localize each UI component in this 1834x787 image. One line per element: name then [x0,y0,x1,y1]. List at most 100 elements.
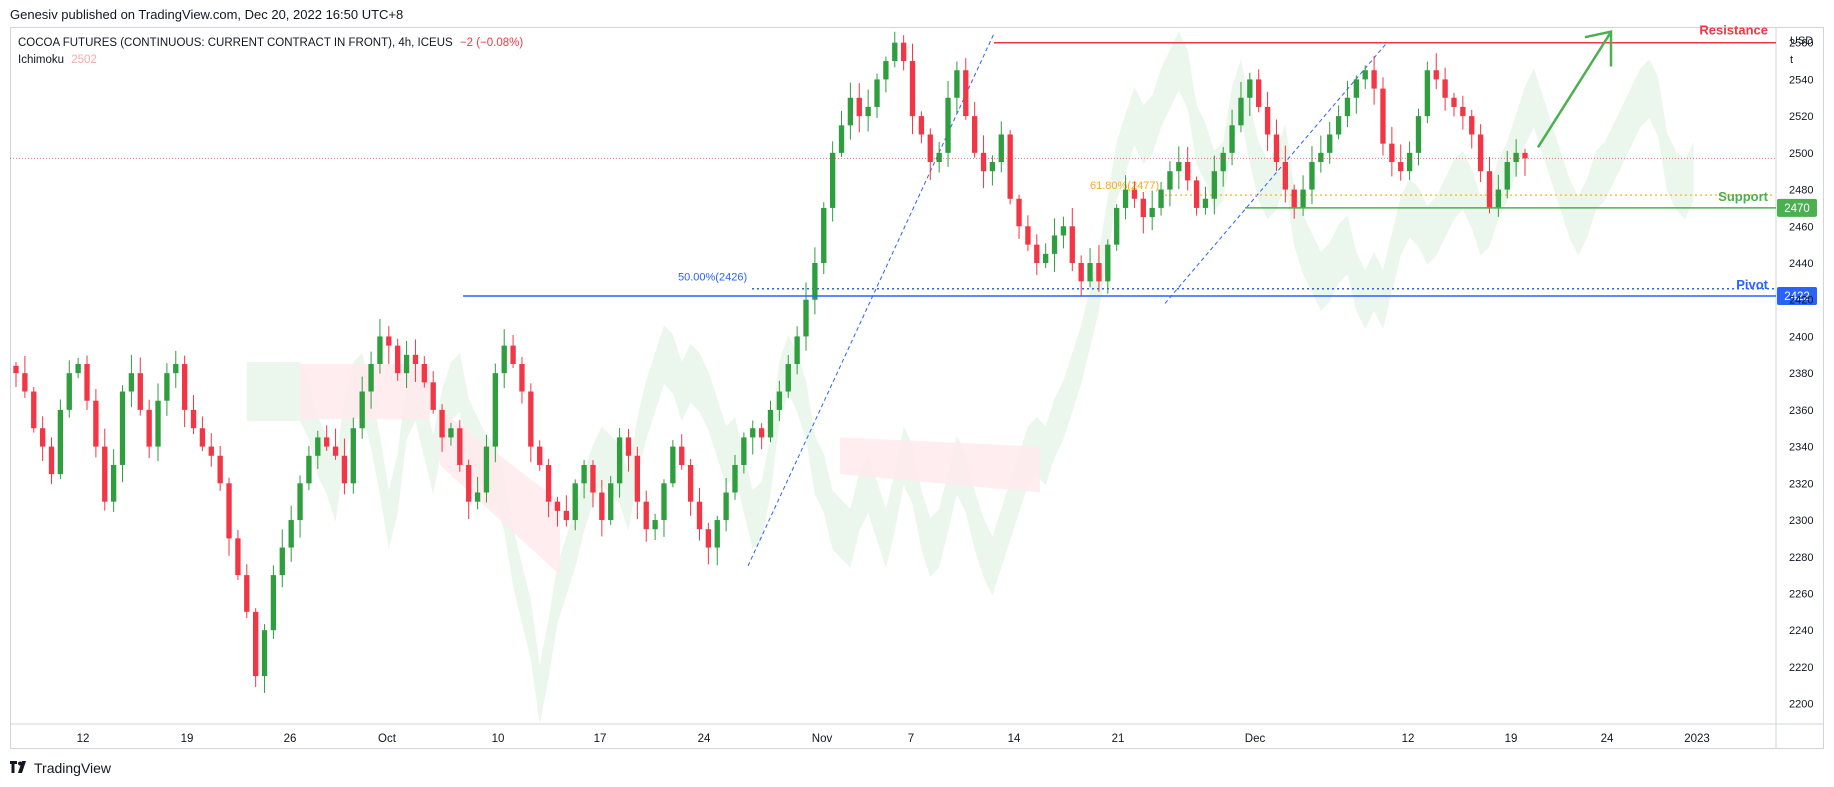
time-axis: 12 19 26 Oct 10 17 24 Nov 7 14 21 Dec 12 19 24 2023 [77,733,1710,745]
levels: Resistance Support 2470 Pivot 2422 [10,23,1817,306]
candle-body [1096,263,1102,282]
footer-brand[interactable]: TradingView [10,760,111,776]
price-tick-label: 2340 [1789,442,1813,454]
candle-body [1460,106,1466,117]
candle [439,404,445,452]
candle-body [1051,235,1058,254]
pivot-price-badge-label: 2422 [1784,291,1810,303]
candle-body [261,630,268,677]
indicator-name[interactable]: Ichimoku [18,54,65,66]
candle [288,505,294,562]
time-tick-label: 2023 [1684,733,1710,745]
candle-body [31,391,37,429]
candle-body [1504,162,1510,190]
price-tick-label: 2420 [1789,295,1813,307]
candle-body [1513,152,1519,163]
time-tick-label: 26 [284,733,297,745]
candle [1495,174,1502,217]
candle-body [1406,152,1413,172]
candle [1158,181,1164,216]
candle-body [279,547,285,576]
candle-body [474,492,481,502]
candle [164,363,170,416]
candle-body [119,391,126,465]
candle-body [581,464,587,484]
candle [599,480,605,537]
candle [1442,67,1448,111]
candle-body [483,446,490,493]
candle [31,387,37,433]
candle [971,101,978,158]
candle-body [829,152,836,208]
candle-body [235,538,241,576]
candle-body [803,299,809,337]
candle [1451,92,1457,117]
candle-body [173,363,179,374]
fib-50-label: 50.00%(2426) [678,272,747,284]
candle [741,432,747,474]
candle [155,383,161,462]
candle-body [865,106,871,117]
candle [39,416,46,462]
candle-body [270,575,277,631]
candle [226,477,232,556]
candle-body [1122,189,1129,208]
symbol-title[interactable]: COCOA FUTURES (CONTINUOUS: CURRENT CONTR… [18,37,453,49]
candle-body [1344,97,1351,117]
candle [368,351,374,409]
candle [279,529,285,588]
candle [217,445,223,491]
candle [998,121,1004,173]
candle [1131,181,1138,208]
candle-body [1060,226,1067,236]
candle-body [980,152,987,172]
candle [581,459,587,499]
candle-body [545,464,552,502]
candle [1469,109,1475,149]
candle [1167,161,1173,207]
candle [66,360,72,418]
candle-body [1007,134,1013,199]
candle-body [785,363,791,392]
candle-body [1016,198,1022,227]
candle [767,400,774,443]
candle-body [927,134,933,163]
candle [448,422,454,446]
candle [687,459,694,516]
price-axis: 2200 2220 2240 2260 2280 2300 2320 2340 2360 2380… [1789,35,1813,711]
candle-body [75,363,81,374]
time-tick-label: Nov [812,733,833,745]
candle [1220,147,1226,187]
candle-body [1282,162,1288,190]
candle [1176,146,1182,190]
candle [616,428,623,498]
candle-body [439,409,445,438]
candle-body [1034,244,1040,264]
candle [1309,146,1315,205]
candle-body [705,529,712,548]
candle [838,110,845,157]
candle-body [1078,263,1084,282]
candle [1256,69,1262,113]
candle-body [1220,152,1226,172]
candle-body [421,363,427,383]
candle-body [971,116,978,153]
candle-body [128,373,135,392]
candle-body [1158,189,1164,208]
candle [714,515,720,566]
candle [430,371,436,414]
candle-body [741,437,747,465]
candle [732,454,738,500]
candle-body [572,483,578,521]
candle [1327,121,1333,164]
chart-frame[interactable] [10,27,1824,749]
price-tick-label: 2540 [1789,74,1813,86]
candle [963,58,969,120]
time-tick-label: 12 [1402,733,1415,745]
candle [705,522,712,565]
candle-body [909,61,916,117]
candle-body [714,520,720,548]
candle-body [918,116,925,135]
candle [253,608,259,688]
